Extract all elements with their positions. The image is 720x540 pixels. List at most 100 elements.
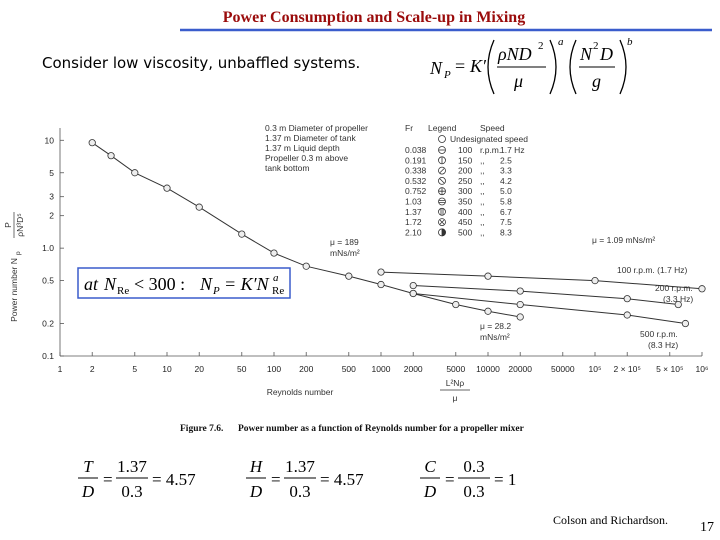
data-point [409,281,417,290]
x-tick-label: 10000 [476,364,500,374]
x-tick-label: 2 [90,364,95,374]
table-cell: 450 [458,217,472,227]
annotation: (3.3 Hz) [663,294,693,304]
curve [413,285,679,305]
table-cell: 100 [458,145,472,155]
boxed-equation: at N Re < 300 : N P = K′N Re a [77,267,291,299]
x-tick-label: 50000 [551,364,575,374]
annotation: μ = 189 [330,237,359,247]
eq-symbol: g [592,71,601,91]
figure-caption: Power number as a function of Reynolds n… [238,424,525,434]
table-cell: 350 [458,197,472,207]
annotation: (8.3 Hz) [648,340,678,350]
x-tick-label: 10⁶ [696,364,709,374]
data-point [516,287,524,295]
y-tick-label: 10 [45,135,55,145]
table-cell: ,, [480,155,485,165]
eq-subscript: Re [272,285,284,297]
ratio-num: C [424,457,436,476]
paren [619,39,627,95]
data-point [674,300,682,309]
table-cell: 0.038 [405,145,427,155]
ratio-den: D [249,482,263,501]
table-cell: 1.03 [405,197,422,207]
paren [487,39,495,95]
data-point [270,249,278,257]
annotation: μ = 1.09 mNs/m² [592,235,655,245]
ratio-equation: HD =1.37 0.3 = 4.57 [246,457,364,501]
x-tick-label: 2 × 10⁵ [614,364,641,374]
x-tick-label: 20000 [508,364,532,374]
x-tick-label: 20 [194,364,204,374]
y-label: Power number N [9,258,19,322]
figure: Power number N p P ρN³D⁵ Reynolds number… [3,123,708,434]
table-cell: 1.72 [405,217,422,227]
data-point [698,285,706,293]
table-cell: 400 [458,207,472,217]
page-number: 17 [700,520,714,535]
data-point [302,262,310,270]
figure-note: tank bottom [265,163,309,173]
y-tick-label: 0.2 [42,319,54,329]
curve [380,271,703,290]
eq-symbol: μ [513,71,523,91]
x-tick-label: 5 [132,364,137,374]
data-point [623,295,631,303]
legend-hatch [439,200,445,203]
annotation: mNs/m² [480,332,510,342]
annotation: 200 r.p.m. [655,283,693,293]
ratio-result: = 4.57 [320,470,364,489]
annotation: mNs/m² [330,248,360,258]
ratio-vden: 0.3 [121,482,142,501]
annotation: 100 r.p.m. (1.7 Hz) [617,265,688,275]
data-point [484,272,492,280]
table-cell: 6.7 [500,207,512,217]
legend-symbol [438,135,446,143]
table-cell: 500 [458,227,472,237]
eq-superscript: a [558,36,564,48]
eq-superscript: b [627,36,633,48]
eq-symbol: D [599,44,613,64]
x-label: Reynolds number [267,387,334,397]
ratio-vnum: 0.3 [463,457,484,476]
x-tick-label: 50 [237,364,247,374]
y-label-sub: p [15,251,22,255]
table-cell: 200 [458,166,472,176]
table-header: Speed [480,123,505,133]
eq-text: at [84,274,99,294]
table-cell: 0.338 [405,166,427,176]
paren [569,39,577,95]
x-label-num: L²Nρ [446,378,465,388]
table-cell: 5.8 [500,197,512,207]
table-cell: 7.5 [500,217,512,227]
eq-superscript: 2 [538,40,544,52]
y-tick-label: 1.0 [42,243,54,253]
table-cell: ,, [480,186,485,196]
table-cell: 1.7 Hz [500,145,525,155]
eq-symbol: N [429,58,443,78]
table-cell: 0.191 [405,155,427,165]
data-point [516,313,524,321]
ratio-result: = 4.57 [152,470,196,489]
table-cell: 300 [458,186,472,196]
eq-text: = K′N [224,274,270,294]
table-cell: 0.532 [405,176,427,186]
eq-symbol: K′ [469,56,487,76]
x-tick-label: 2000 [404,364,423,374]
table-cell: 0.752 [405,186,427,196]
legend-hatch [441,228,446,237]
table-cell: 250 [458,176,472,186]
ratio-den: D [423,482,437,501]
eq-superscript: a [273,272,279,284]
data-point [623,311,631,319]
legend-hatch [439,168,445,173]
ratio-eq: = [445,470,455,489]
table-header: Fr [405,123,413,133]
y-label-den: ρN³D⁵ [15,213,25,236]
eq-subscript: P [212,285,220,297]
ratio-den: D [81,482,95,501]
table-cell: ,, [480,197,485,207]
curve [413,293,686,324]
x-tick-label: 1000 [372,364,391,374]
x-tick-label: 200 [299,364,313,374]
